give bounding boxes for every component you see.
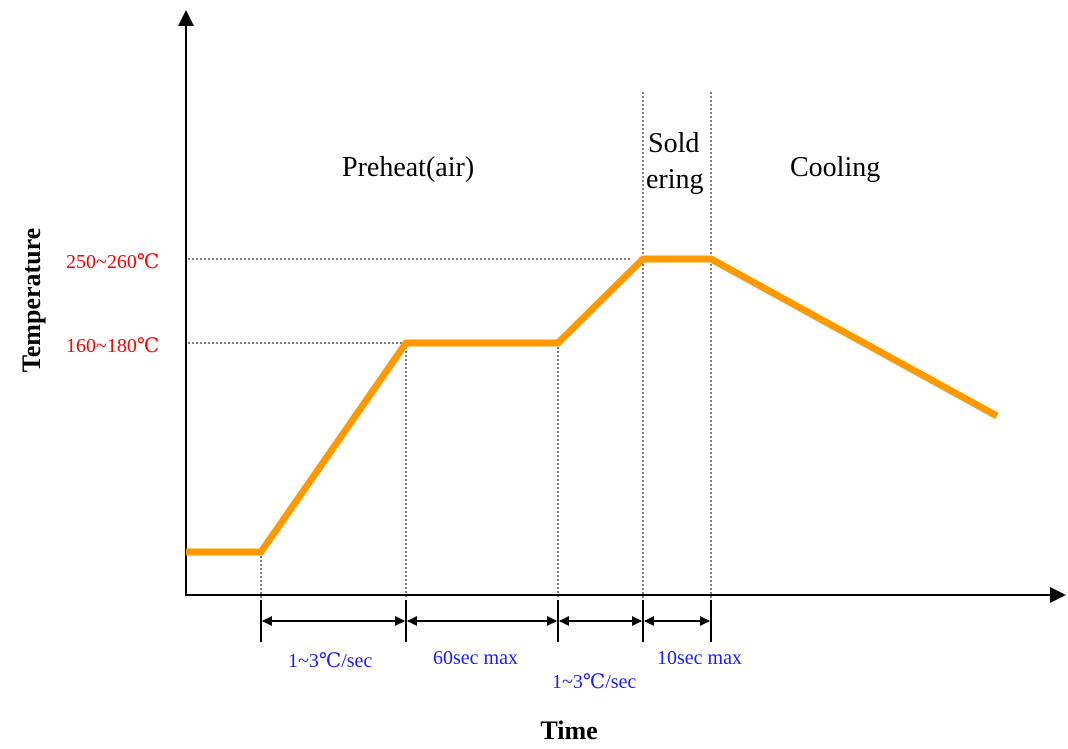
temperature-profile-line xyxy=(186,255,999,556)
y-axis-arrowhead xyxy=(178,10,194,26)
zone-label-soldering-line2: ering xyxy=(646,164,704,195)
temp-label-250-260: 250~260℃ xyxy=(66,251,159,273)
interval-label-ramp-2: 1~3℃/sec xyxy=(552,671,636,693)
temp-label-160-180: 160~180℃ xyxy=(66,335,159,357)
interval-label-soldering: 10sec max xyxy=(657,647,742,669)
zone-label-preheat: Preheat(air) xyxy=(342,152,474,183)
y-axis-label: Temperature xyxy=(17,228,46,372)
interval-label-soak: 60sec max xyxy=(433,647,518,669)
x-axis-label: Time xyxy=(540,716,597,745)
zone-label-soldering-line1: Sold xyxy=(648,128,699,159)
zone-label-cooling: Cooling xyxy=(790,152,880,183)
interval-label-ramp-1: 1~3℃/sec xyxy=(288,650,372,672)
x-axis-arrowhead xyxy=(1050,587,1066,603)
